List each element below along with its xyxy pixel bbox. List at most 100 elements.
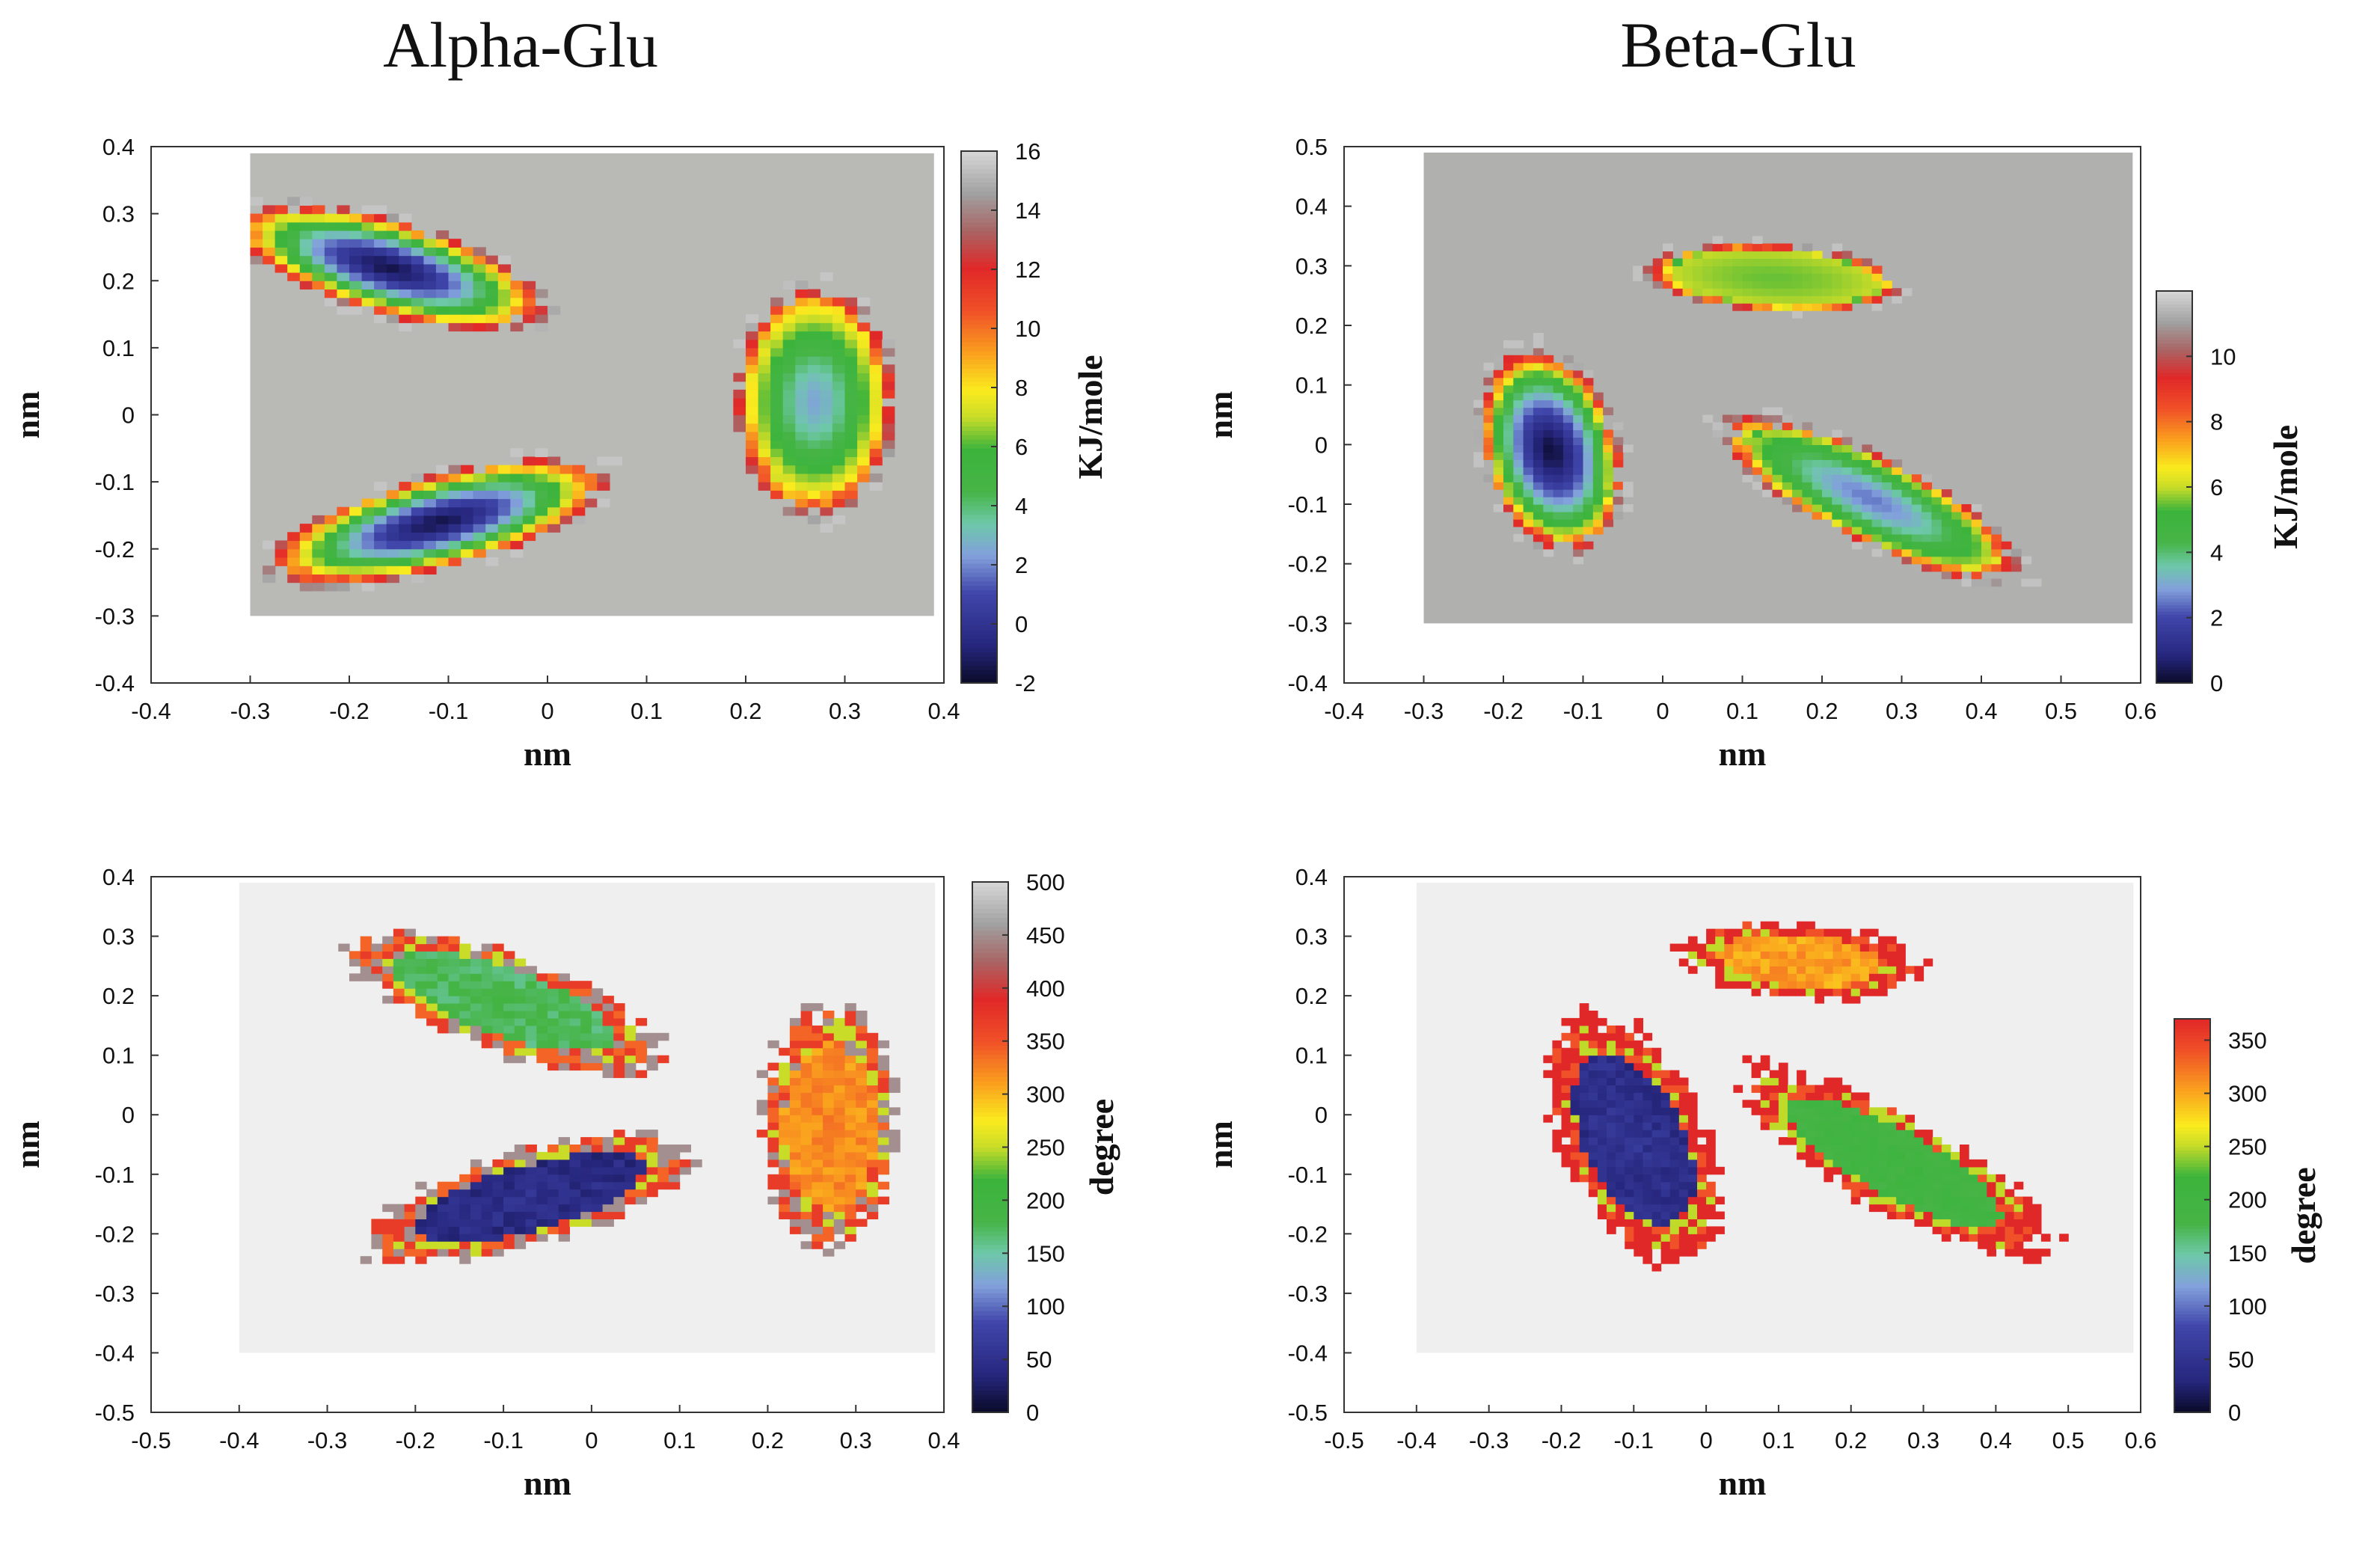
heatmap-cell (1552, 1107, 1562, 1115)
heatmap-cell (1871, 288, 1883, 296)
heatmap-cell (514, 1181, 527, 1190)
heatmap-cell (1669, 1249, 1680, 1257)
heatmap-cell (1887, 1181, 1897, 1190)
heatmap-cell (1815, 958, 1824, 966)
heatmap-cell (411, 574, 424, 583)
heatmap-cell (1881, 541, 1892, 550)
heatmap-cell (1841, 504, 1853, 512)
heatmap-cell (360, 973, 372, 981)
x-tick-label: 0.1 (663, 1427, 696, 1453)
heatmap-cell (536, 1196, 548, 1205)
colorbar-segment (972, 1200, 1008, 1205)
heatmap-cell (461, 540, 474, 550)
heatmap-cell (1634, 1196, 1643, 1205)
heatmap-cell (646, 1055, 658, 1064)
heatmap-cell (485, 540, 499, 550)
heatmap-cell (1905, 1204, 1915, 1213)
heatmap-cell (1850, 1092, 1861, 1100)
heatmap-cell (1911, 489, 1922, 497)
heatmap-cell (580, 1137, 592, 1145)
heatmap-cell (1812, 482, 1823, 490)
heatmap-cell (657, 1166, 669, 1175)
heatmap-cell (1706, 1145, 1716, 1153)
heatmap-cell (1588, 1107, 1598, 1115)
heatmap-cell (548, 1032, 559, 1041)
heatmap-cell (1562, 399, 1574, 408)
heatmap-cell (795, 473, 809, 482)
heatmap-cell (1712, 422, 1723, 431)
heatmap-cell (481, 1196, 493, 1205)
colorbar-segment (2174, 1205, 2210, 1210)
heatmap-cell (1850, 1189, 1861, 1198)
heatmap-cell (415, 1241, 427, 1249)
heatmap-cell (1802, 504, 1813, 512)
heatmap-cell (580, 1003, 592, 1011)
heatmap-cell (1724, 966, 1734, 974)
heatmap-cell (448, 289, 461, 298)
heatmap-cell (869, 473, 883, 482)
heatmap-cell (1543, 377, 1554, 386)
heatmap-cell (514, 1241, 527, 1249)
heatmap-cell (1868, 1130, 1879, 1138)
heatmap-cell (2022, 1234, 2033, 1242)
colorbar-segment (961, 488, 997, 493)
heatmap-cell (1678, 1196, 1689, 1205)
heatmap-cell (1513, 437, 1524, 445)
heatmap-cell (1588, 1085, 1598, 1093)
heatmap-cell (299, 524, 313, 533)
heatmap-cell (448, 943, 460, 952)
heatmap-cell (832, 490, 846, 500)
heatmap-cell (404, 1204, 416, 1213)
heatmap-cell (470, 1159, 482, 1168)
heatmap-cell (525, 996, 537, 1004)
heatmap-cell (470, 1032, 482, 1041)
heatmap-cell (1923, 1145, 1933, 1153)
heatmap-cell (1588, 1159, 1598, 1168)
heatmap-cell (1592, 407, 1604, 416)
heatmap-cell (481, 1017, 493, 1026)
heatmap-cell (1797, 1137, 1806, 1145)
heatmap-cell (399, 532, 412, 542)
heatmap-cell (569, 1032, 581, 1041)
heatmap-cell (779, 1189, 791, 1198)
heatmap-cell (1583, 377, 1594, 386)
heatmap-cell (1960, 1174, 1969, 1183)
heatmap-cell (1752, 303, 1763, 311)
y-tick-label: 0.4 (1295, 194, 1328, 220)
heatmap-cell (510, 305, 524, 315)
heatmap-cell (1762, 459, 1773, 468)
heatmap-cell (1678, 1159, 1689, 1168)
heatmap-cell (492, 1003, 504, 1011)
heatmap-cell (1996, 1211, 2006, 1219)
heatmap-cell (602, 1011, 614, 1019)
heatmap-cell (1493, 355, 1504, 364)
heatmap-cell (437, 1011, 450, 1019)
heatmap-cell (1922, 541, 1932, 550)
heatmap-cell (807, 331, 821, 340)
heatmap-cell (382, 951, 394, 959)
heatmap-cell (492, 1040, 504, 1049)
heatmap-cell (869, 456, 883, 466)
heatmap-cell (287, 548, 301, 558)
heatmap-cell (1896, 1130, 1906, 1138)
colorbar-segment (2156, 565, 2192, 569)
heatmap-cell (448, 515, 461, 524)
heatmap-cell (503, 1159, 515, 1168)
heatmap-cell (1932, 1189, 1942, 1198)
heatmap-cell (807, 423, 821, 432)
heatmap-cell (382, 958, 394, 966)
heatmap-cell (1914, 1130, 1924, 1138)
heatmap-cell (1782, 295, 1793, 304)
heatmap-cell (1802, 281, 1813, 289)
heatmap-cell (1682, 273, 1693, 281)
heatmap-cell (602, 1040, 614, 1049)
colorbar-segment (961, 670, 997, 675)
heatmap-cell (1832, 1077, 1843, 1085)
heatmap-cell (1634, 1100, 1643, 1108)
heatmap-cell (1887, 981, 1897, 989)
heatmap-cell (789, 1181, 802, 1190)
heatmap-cell (558, 996, 570, 1004)
heatmap-cell (548, 482, 561, 491)
colorbar-segment (972, 1165, 1008, 1170)
heatmap-cell (1841, 512, 1853, 520)
